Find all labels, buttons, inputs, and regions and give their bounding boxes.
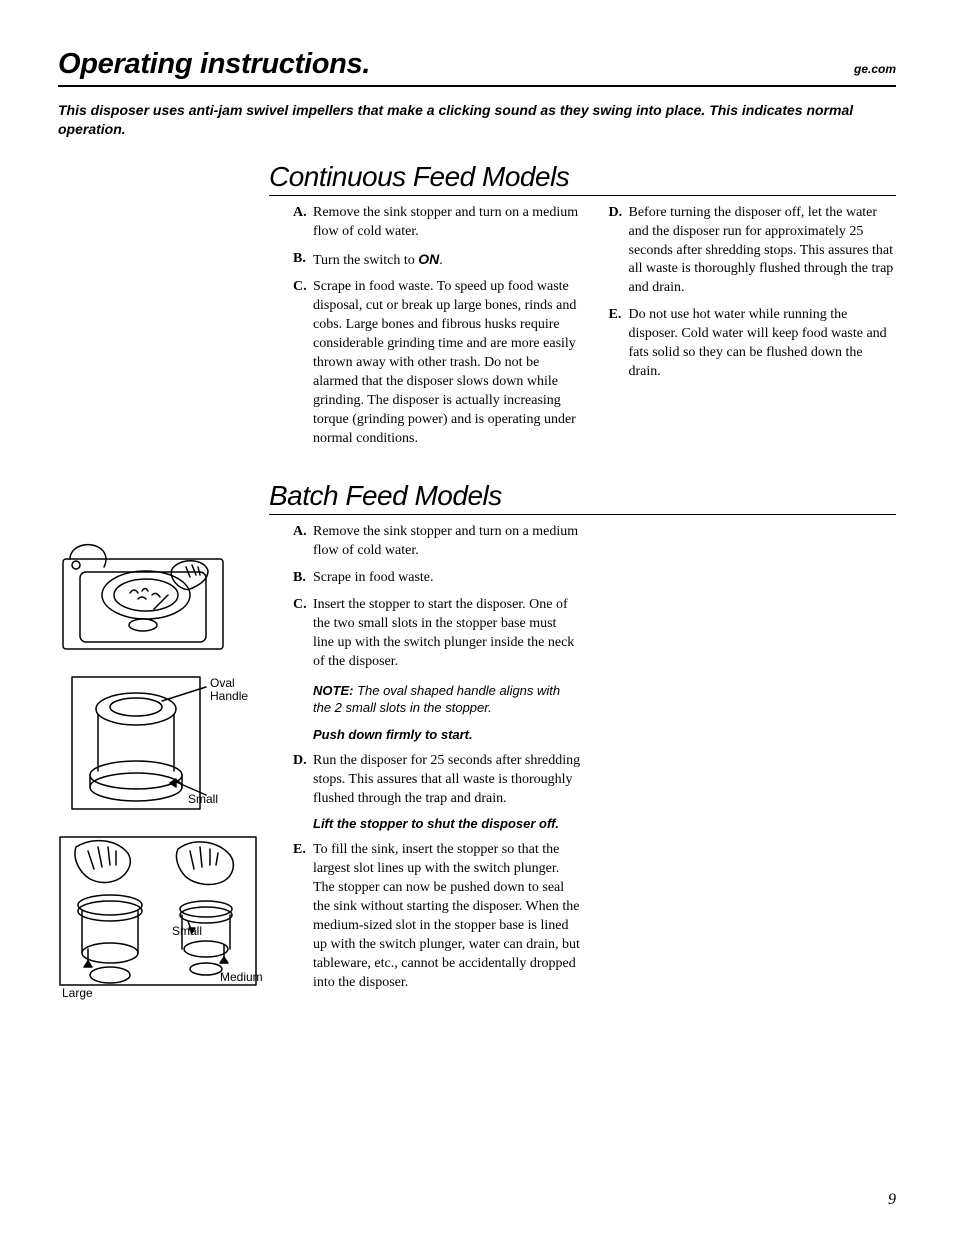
step-letter: E. [609,306,629,382]
page-number: 9 [888,1191,896,1209]
label-medium: Medium [220,970,263,984]
batch-text-col: A. Remove the sink stopper and turn on a… [293,523,581,1021]
step-letter: C. [293,278,313,448]
step-letter: D. [293,752,313,809]
step-letter: C. [293,596,313,672]
step-b-suffix: . [439,253,443,268]
figure-stopper: Oval Handle Small [58,675,269,813]
label-large: Large [62,986,93,1000]
step-text: Remove the sink stopper and turn on a me… [313,523,581,561]
figures-column: Oval Handle Small [58,523,269,1021]
step-letter: B. [293,569,313,588]
batch-step-b: B. Scrape in food waste. [293,569,581,588]
step-text: Insert the stopper to start the disposer… [313,596,581,672]
continuous-step-d: D. Before turning the disposer off, let … [609,204,897,298]
continuous-step-c: C. Scrape in food waste. To speed up foo… [293,278,581,448]
step-letter: D. [609,204,629,298]
label-handle: Handle [210,689,248,703]
figure-sink [58,537,269,655]
step-text: Before turning the disposer off, let the… [629,204,897,298]
section-batch: Batch Feed Models [58,480,896,1021]
continuous-left-col: A. Remove the sink stopper and turn on a… [293,204,581,457]
continuous-title: Continuous Feed Models [269,161,896,196]
intro-text: This disposer uses anti-jam swivel impel… [58,101,896,139]
continuous-step-e: E. Do not use hot water while running th… [609,306,897,382]
label-small: Small [188,792,218,806]
batch-step-e: E. To fill the sink, insert the stopper … [293,841,581,992]
label-oval: Oval [210,676,235,690]
batch-note-1: NOTE: The oval shaped handle aligns with… [313,682,581,717]
batch-step-a: A. Remove the sink stopper and turn on a… [293,523,581,561]
step-letter: A. [293,204,313,242]
step-text: Do not use hot water while running the d… [629,306,897,382]
step-b-prefix: Turn the switch to [313,253,418,268]
on-word: ON [418,251,439,267]
step-text: Run the disposer for 25 seconds after sh… [313,752,581,809]
batch-title: Batch Feed Models [269,480,896,515]
note-label: NOTE: [313,683,353,698]
figure-hands-stopper: Large Small Medium [58,833,269,1001]
page-title: Operating instructions. [58,48,370,81]
batch-step-c: C. Insert the stopper to start the dispo… [293,596,581,672]
step-text: Remove the sink stopper and turn on a me… [313,204,581,242]
batch-lift-stopper: Lift the stopper to shut the disposer of… [313,816,581,831]
brand-url: ge.com [854,62,896,76]
batch-push-down: Push down firmly to start. [313,727,581,742]
header: Operating instructions. ge.com [58,48,896,87]
label-small: Small [172,924,202,938]
step-text: To fill the sink, insert the stopper so … [313,841,581,992]
batch-step-d: D. Run the disposer for 25 seconds after… [293,752,581,809]
step-letter: E. [293,841,313,992]
step-text: Scrape in food waste. [313,569,581,588]
step-letter: B. [293,250,313,271]
continuous-step-b: B. Turn the switch to ON. [293,250,581,271]
step-letter: A. [293,523,313,561]
step-text: Scrape in food waste. To speed up food w… [313,278,581,448]
step-text: Turn the switch to ON. [313,250,581,271]
continuous-right-col: D. Before turning the disposer off, let … [609,204,897,457]
continuous-step-a: A. Remove the sink stopper and turn on a… [293,204,581,242]
section-continuous: Continuous Feed Models A. Remove the sin… [58,161,896,457]
